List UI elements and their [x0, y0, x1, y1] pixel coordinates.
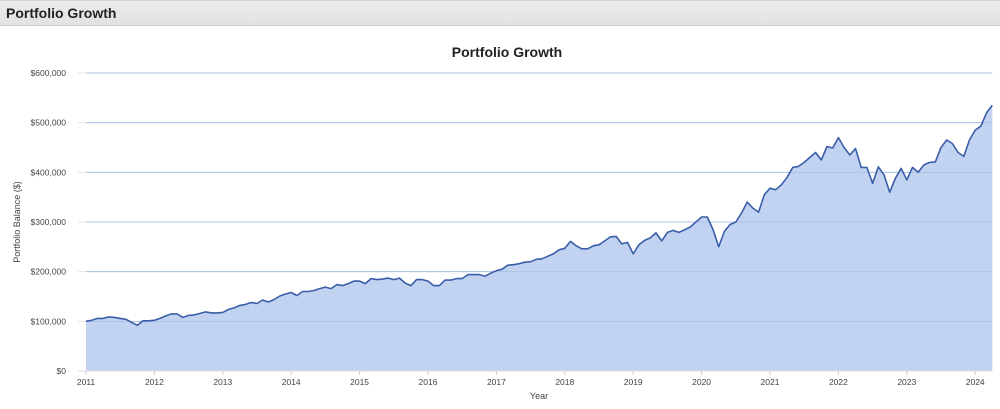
x-axis-label: Year	[530, 391, 548, 401]
x-axis: 2011 2012 2013 2014 2015 2016 2017 2018 2019 2020…	[77, 370, 992, 387]
portfolio-growth-chart: Portfolio Growth $0 $100,000 $200,000 $300,…	[0, 27, 1000, 404]
x-tick-label: 2018	[555, 377, 574, 387]
y-axis-label: Portfolio Balance ($)	[12, 181, 22, 263]
y-tick-label: $100,000	[31, 316, 67, 326]
x-tick-label: 2022	[829, 377, 848, 387]
x-tick-label: 2011	[77, 377, 96, 387]
chart-svg: Portfolio Growth $0 $100,000 $200,000 $300,…	[12, 44, 993, 401]
x-tick-label: 2014	[282, 377, 301, 387]
y-tick-label: $0	[57, 366, 67, 376]
y-axis: $0 $100,000 $200,000 $300,000 $400,000 $500,0…	[31, 68, 67, 376]
x-tick-label: 2016	[419, 377, 438, 387]
x-tick-label: 2020	[692, 377, 711, 387]
panel-title: Portfolio Growth	[6, 5, 117, 21]
x-tick-label: 2021	[761, 377, 780, 387]
x-tick-label: 2024	[966, 377, 985, 387]
y-tick-label: $600,000	[31, 68, 67, 78]
x-tick-label: 2015	[350, 377, 369, 387]
panel-header: Portfolio Growth	[0, 0, 1000, 26]
y-tick-label: $500,000	[31, 118, 67, 128]
area-fill	[86, 105, 993, 372]
y-tick-label: $400,000	[31, 167, 67, 177]
x-tick-label: 2019	[624, 377, 643, 387]
series-line	[85, 104, 993, 327]
x-tick-label: 2013	[213, 377, 232, 387]
x-tick-label: 2017	[487, 377, 506, 387]
chart-title: Portfolio Growth	[452, 44, 562, 60]
y-tick-label: $300,000	[31, 217, 67, 227]
x-tick-label: 2023	[897, 377, 916, 387]
x-tick-label: 2012	[145, 377, 164, 387]
y-tick-label: $200,000	[31, 267, 67, 277]
